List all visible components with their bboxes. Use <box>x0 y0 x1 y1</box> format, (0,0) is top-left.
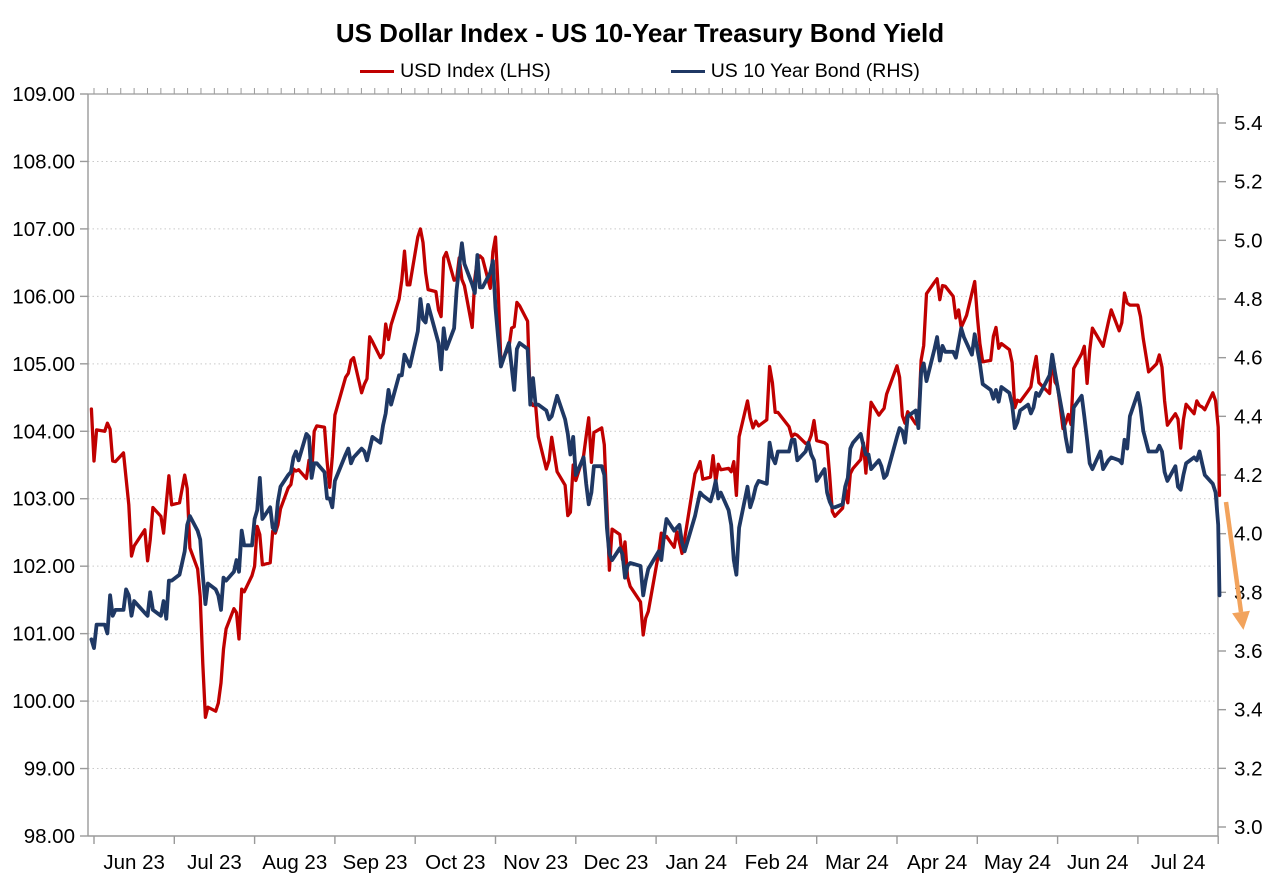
month-tick-label: Oct 23 <box>425 851 485 874</box>
legend-label-us10y-bond: US 10 Year Bond (RHS) <box>710 60 920 82</box>
legend: USD Index (LHS) US 10 Year Bond (RHS) <box>0 60 1280 83</box>
legend-item-us10y-bond: US 10 Year Bond (RHS) <box>670 60 920 83</box>
month-tick-label: Aug 23 <box>262 851 327 874</box>
left-axis-tick-label: 102.00 <box>12 555 75 578</box>
right-axis-tick-label: 3.6 <box>1234 640 1263 663</box>
right-axis-tick-label: 4.2 <box>1234 464 1263 487</box>
right-axis-tick-label: 4.4 <box>1234 405 1263 428</box>
legend-item-usd-index: USD Index (LHS) <box>360 60 551 83</box>
legend-label-usd-index: USD Index (LHS) <box>400 60 551 82</box>
month-tick-label: Feb 24 <box>745 851 809 874</box>
right-axis-tick-label: 4.6 <box>1234 347 1263 370</box>
left-axis-tick-label: 105.00 <box>12 353 75 376</box>
month-tick-label: Apr 24 <box>907 851 967 874</box>
month-tick-label: May 24 <box>984 851 1051 874</box>
month-tick-label: Jul 24 <box>1151 851 1206 874</box>
left-axis-tick-label: 99.00 <box>24 758 75 781</box>
us10y-bond-line-series <box>89 241 1222 650</box>
left-axis-tick-label: 108.00 <box>12 150 75 173</box>
left-axis-tick-label: 98.00 <box>24 825 75 848</box>
chart-title: US Dollar Index - US 10-Year Treasury Bo… <box>335 18 945 48</box>
down-arrow-head-icon <box>1232 610 1250 630</box>
month-tick-label: Nov 23 <box>503 851 568 874</box>
down-arrow-shaft <box>1223 501 1244 613</box>
left-axis-tick-label: 109.00 <box>12 83 75 106</box>
month-tick-label: Jul 23 <box>187 851 242 874</box>
right-axis-tick-label: 5.0 <box>1234 229 1263 252</box>
left-axis-tick-label: 103.00 <box>12 488 75 511</box>
right-axis-tick-label: 3.2 <box>1234 757 1263 780</box>
month-tick-label: Jun 24 <box>1067 851 1129 874</box>
month-tick-label: Mar 24 <box>825 851 889 874</box>
month-tick-label: Dec 23 <box>583 851 648 874</box>
usd-index-line-swatch-icon <box>360 69 395 74</box>
right-axis-tick-label: 3.4 <box>1234 699 1263 722</box>
left-axis-tick-label: 100.00 <box>12 690 75 713</box>
right-axis-tick-label: 4.0 <box>1234 523 1263 546</box>
right-axis-tick-label: 3.0 <box>1234 816 1263 839</box>
right-axis-tick-label: 5.2 <box>1234 171 1263 194</box>
left-axis-tick-label: 107.00 <box>12 218 75 241</box>
us10y-bond-line-swatch-icon <box>670 69 705 74</box>
month-tick-label: Jun 23 <box>103 851 165 874</box>
left-axis-tick-label: 104.00 <box>12 420 75 443</box>
usd-index-line-series <box>89 227 1222 719</box>
month-tick-label: Sep 23 <box>343 851 408 874</box>
right-axis-tick-label: 4.8 <box>1234 288 1263 311</box>
right-axis-tick-label: 5.4 <box>1234 112 1263 135</box>
month-tick-label: Jan 24 <box>665 851 727 874</box>
left-axis-tick-label: 106.00 <box>12 285 75 308</box>
left-axis-tick-label: 101.00 <box>12 623 75 646</box>
